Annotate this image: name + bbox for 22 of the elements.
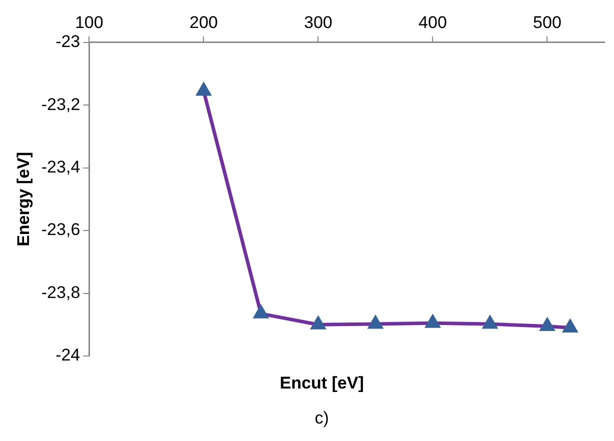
x-tick-label: 200 [189, 12, 218, 32]
x-tick-label: 100 [74, 12, 104, 32]
point [311, 316, 326, 330]
y-tick-label: -23,8 [41, 282, 80, 302]
x-tick-label: 300 [304, 12, 332, 32]
point [196, 83, 211, 96]
point [540, 318, 554, 331]
x-tick-label: 400 [418, 12, 447, 32]
x-tick-label: 500 [533, 12, 562, 32]
point [483, 316, 497, 329]
x-axis-title: Encut [eV] [280, 374, 364, 393]
y-tick-label: -23,2 [41, 94, 80, 114]
point [368, 316, 382, 329]
y-axis-title: Energy [eV] [14, 152, 33, 246]
point [426, 315, 440, 328]
text: c) [314, 408, 329, 428]
y-tick-label: -23 [56, 32, 80, 52]
y-tick-label: -23,4 [41, 158, 80, 177]
y-tick-label: -24 [56, 346, 80, 365]
point [563, 320, 578, 333]
point [254, 306, 268, 318]
y-tick-label: -23,6 [41, 220, 80, 240]
